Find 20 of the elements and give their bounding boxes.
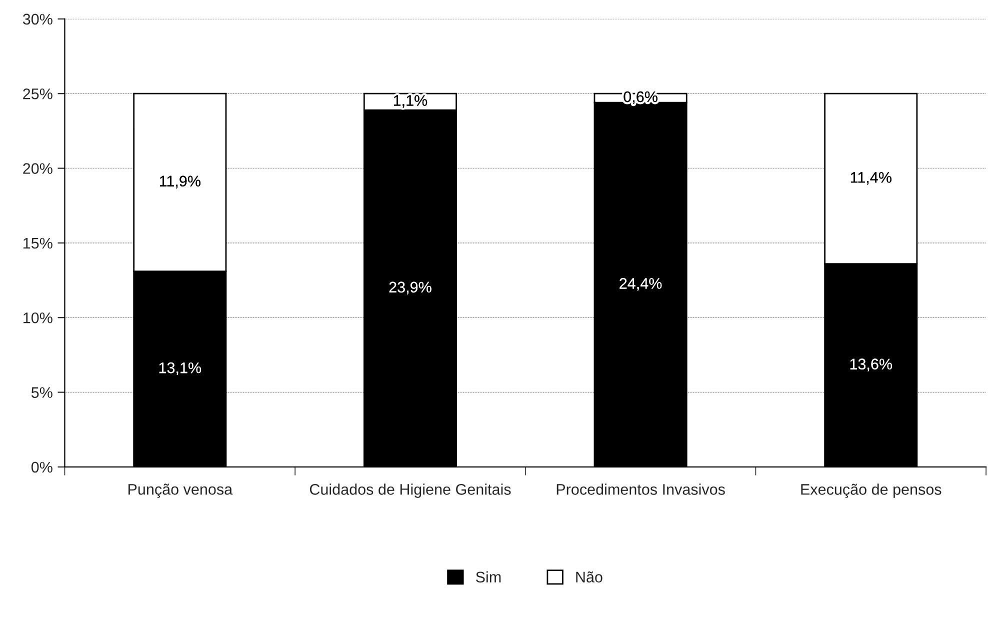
data-label: 11,9% xyxy=(160,176,200,188)
data-label: 13,6% xyxy=(850,358,892,372)
x-tick-label: Execução de pensos xyxy=(801,484,942,498)
x-tick-label: Cuidados de Higiene Genitais xyxy=(310,484,511,498)
x-tick-label: Procedimentos Invasivos xyxy=(556,484,725,495)
data-label: 13,1% xyxy=(159,362,202,376)
y-tick-label: 10% xyxy=(24,312,52,324)
data-label: 11,4% xyxy=(850,172,892,185)
y-tick-label: 25% xyxy=(23,88,52,100)
data-label: 24,4% xyxy=(620,278,662,291)
legend-label: Não xyxy=(576,571,602,583)
y-tick-label: 30% xyxy=(22,14,52,25)
y-tick-label: 5% xyxy=(31,387,52,398)
x-tick-label: Punção venosa xyxy=(128,484,233,498)
data-label: 1,1% xyxy=(394,95,428,108)
data-label: 23,9% xyxy=(389,282,432,294)
y-tick-label: 15% xyxy=(24,238,52,249)
y-tick-label: 0% xyxy=(31,462,52,473)
legend-label: Sim xyxy=(476,571,501,583)
y-tick-label: 20% xyxy=(23,163,52,174)
